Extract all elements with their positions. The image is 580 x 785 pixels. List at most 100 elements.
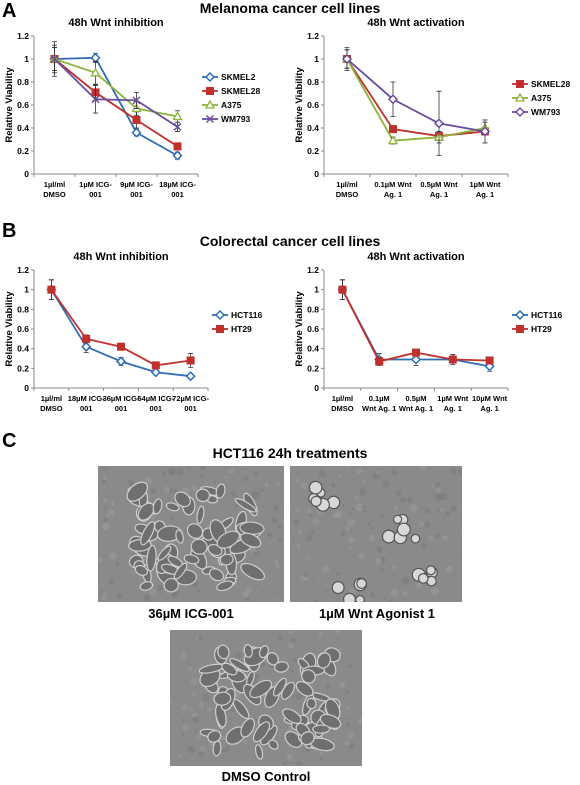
- y-tick-label: 0.2: [17, 363, 29, 373]
- texture-speck: [305, 557, 309, 561]
- y-tick-label: 0.4: [307, 123, 319, 133]
- chart-title: 48h Wnt activation: [367, 17, 464, 29]
- texture-speck: [249, 546, 256, 553]
- panel-letter-c: C: [2, 430, 17, 452]
- texture-speck: [410, 504, 419, 513]
- texture-speck: [325, 589, 328, 593]
- x-tick-label: Wnt Ag. 1: [362, 404, 396, 413]
- texture-speck: [351, 507, 355, 511]
- texture-speck: [179, 652, 187, 660]
- cell: [240, 562, 266, 581]
- cell: [258, 645, 269, 659]
- cell: [221, 662, 238, 676]
- data-point: [479, 126, 491, 137]
- x-tick-label: 1µM Wnt: [470, 180, 501, 189]
- cell: [243, 643, 253, 658]
- x-tick-label: 1µl/ml: [44, 180, 65, 189]
- texture-speck: [305, 534, 313, 542]
- texture-speck: [198, 636, 204, 641]
- texture-speck: [105, 513, 110, 518]
- texture-speck: [244, 596, 250, 602]
- texture-speck: [181, 732, 185, 736]
- texture-speck: [277, 634, 283, 640]
- texture-speck: [293, 519, 299, 526]
- texture-speck: [272, 644, 275, 647]
- chart-colorectal-inhibition: 48h Wnt inhibition Relative Viability 0 0.2…: [4, 251, 262, 413]
- data-point: [132, 115, 141, 124]
- texture-speck: [348, 665, 353, 669]
- legend-marker: [514, 309, 526, 321]
- x-tick-label: Ag. 1: [430, 190, 448, 199]
- data-point: [151, 361, 160, 370]
- texture-speck: [434, 481, 441, 488]
- data-point: [485, 356, 494, 365]
- x-tick-label: 36µM ICG-: [103, 394, 140, 403]
- y-axis-label: Relative Viability: [4, 291, 15, 367]
- texture-speck: [170, 699, 173, 705]
- texture-speck: [177, 753, 181, 757]
- texture-speck: [402, 590, 408, 597]
- y-tick-label: 0.8: [17, 77, 29, 87]
- texture-speck: [334, 630, 342, 634]
- texture-speck: [313, 577, 316, 581]
- texture-speck: [407, 497, 413, 503]
- texture-speck: [179, 654, 182, 657]
- texture-speck: [391, 565, 397, 570]
- texture-speck: [276, 482, 280, 486]
- y-tick-label: 0: [314, 169, 319, 179]
- texture-speck: [103, 518, 108, 523]
- cell: [306, 697, 317, 710]
- texture-speck: [194, 731, 198, 734]
- texture-speck: [190, 677, 198, 685]
- texture-speck: [198, 751, 204, 757]
- texture-speck: [297, 544, 301, 548]
- x-tick-label: 54µM ICG-: [137, 394, 174, 403]
- texture-speck: [196, 588, 200, 593]
- data-point: [387, 135, 399, 145]
- texture-speck: [274, 559, 279, 565]
- texture-speck: [325, 583, 329, 586]
- texture-speck: [103, 591, 108, 597]
- x-tick-label: 001: [150, 404, 163, 413]
- texture-speck: [186, 466, 192, 469]
- texture-speck: [346, 722, 351, 727]
- texture-speck: [318, 470, 327, 478]
- x-tick-label: Ag. 1: [384, 190, 402, 199]
- texture-speck: [304, 599, 307, 602]
- y-tick-label: 1.2: [17, 265, 29, 275]
- cell: [215, 483, 226, 499]
- y-tick-label: 0.8: [17, 304, 29, 314]
- x-tick-label: 18µM ICG-: [159, 180, 196, 189]
- cell: [239, 532, 262, 548]
- data-point: [90, 52, 101, 63]
- texture-speck: [202, 693, 210, 701]
- legend-marker: [216, 325, 224, 333]
- texture-speck: [314, 599, 319, 602]
- x-tick-label: 10µM Wnt: [472, 394, 508, 403]
- texture-speck: [125, 557, 128, 560]
- texture-speck: [338, 681, 346, 689]
- cell: [207, 730, 222, 743]
- data-point: [338, 285, 347, 294]
- section-title-melanoma: Melanoma cancer cell lines: [199, 0, 381, 16]
- texture-speck: [108, 578, 114, 585]
- texture-speck: [254, 471, 259, 476]
- texture-speck: [331, 483, 336, 488]
- texture-speck: [384, 596, 387, 600]
- legend-label: A375: [221, 100, 242, 110]
- texture-speck: [243, 470, 247, 474]
- data-point: [150, 367, 161, 378]
- x-tick-label: 0.1µM: [369, 394, 390, 403]
- texture-speck: [348, 743, 355, 750]
- texture-speck: [348, 512, 353, 516]
- micrograph-wnt-agonist: [290, 466, 462, 602]
- cell: [183, 554, 200, 565]
- texture-speck: [370, 592, 376, 598]
- panel-letter-a: A: [2, 0, 17, 22]
- texture-speck: [262, 589, 265, 593]
- y-tick-label: 1: [314, 285, 319, 295]
- caption-wnt-agonist: 1µM Wnt Agonist 1: [318, 606, 436, 621]
- texture-speck: [355, 495, 360, 500]
- texture-speck: [176, 468, 184, 476]
- texture-speck: [347, 536, 355, 544]
